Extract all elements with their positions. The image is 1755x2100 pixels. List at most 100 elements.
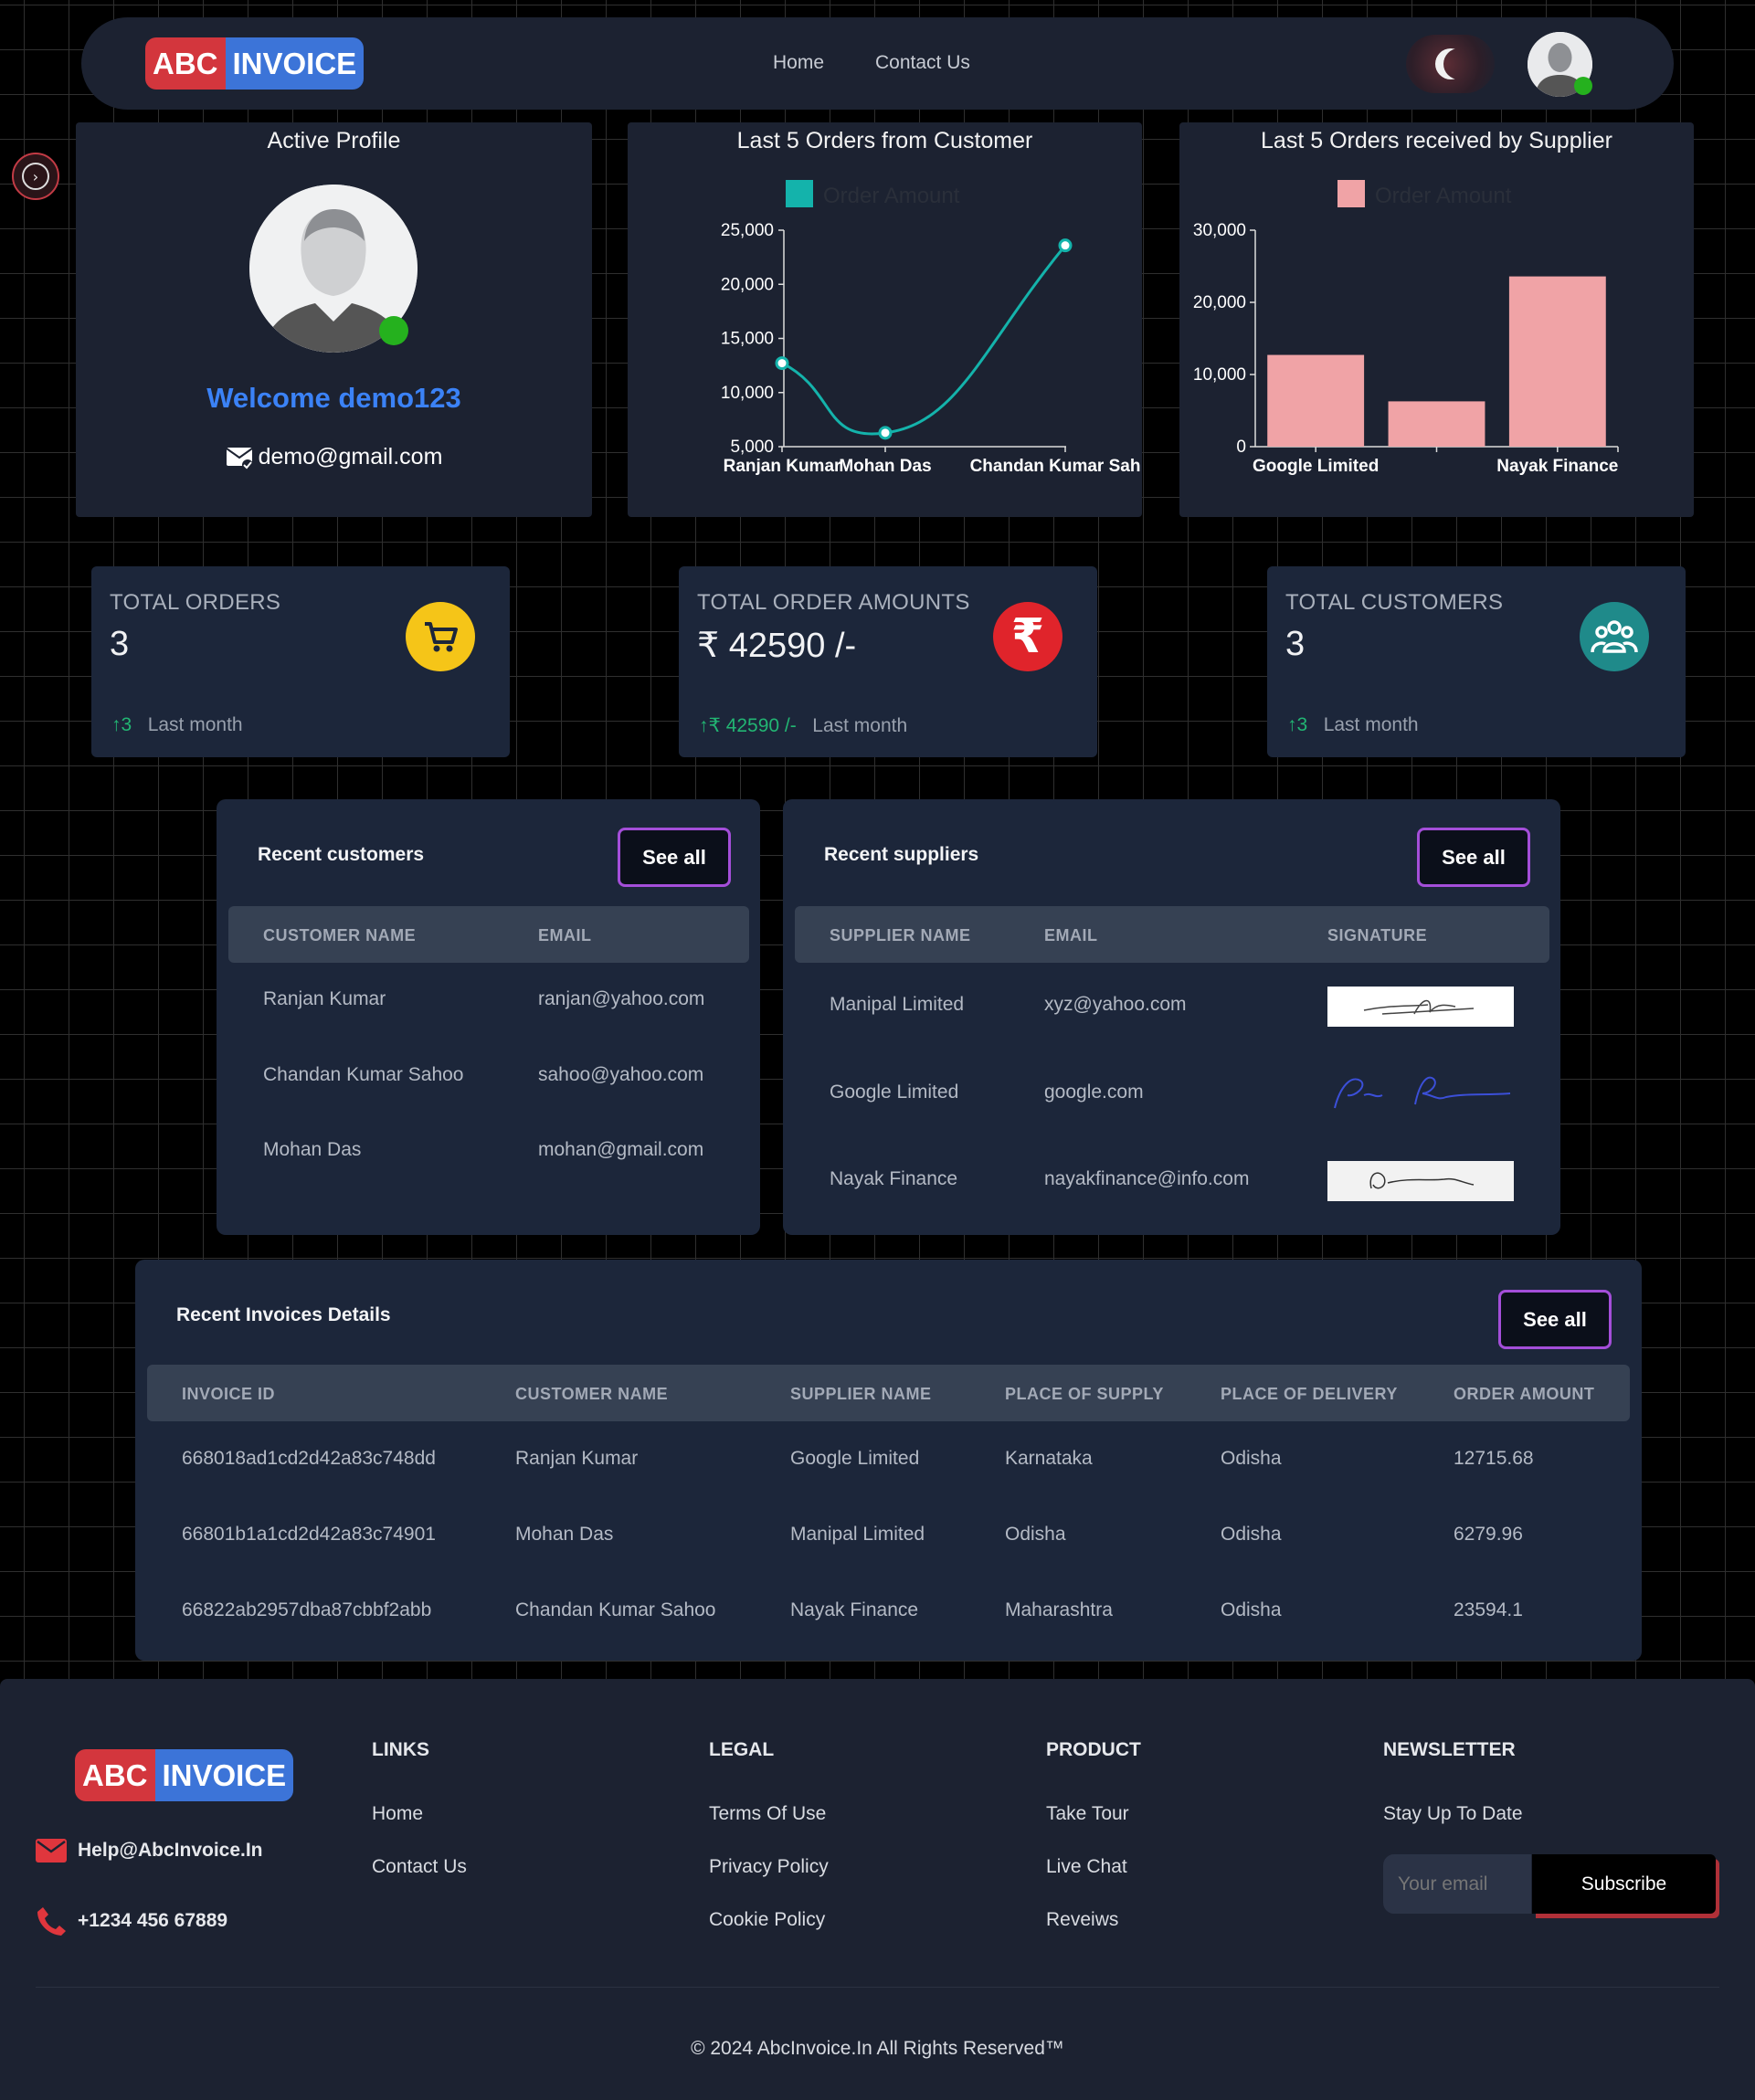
y-tick-label: 10,000 (1193, 365, 1246, 385)
customer-name-cell: Ranjan Kumar (263, 988, 386, 1009)
footer-chat-link[interactable]: Live Chat (1046, 1856, 1127, 1877)
table-header: CUSTOMER NAME EMAIL (228, 906, 749, 963)
user-avatar[interactable] (1528, 32, 1592, 97)
panel-title: Active Profile (267, 128, 401, 153)
place-of-delivery-cell: Odisha (1221, 1448, 1282, 1469)
recent-invoices-card: Recent Invoices Details See all INVOICE … (135, 1260, 1642, 1661)
stat-card-total-orders: TOTAL ORDERS 3 ↑3 Last month (91, 566, 510, 757)
brand-logo[interactable]: ABC INVOICE (145, 37, 365, 90)
trend-up-icon: ↑ (111, 714, 122, 735)
y-tick-label: 15,000 (721, 330, 774, 349)
stat-label: TOTAL CUSTOMERS (1285, 590, 1504, 615)
footer-phone-row[interactable]: +1234 456 67889 (36, 1905, 227, 1936)
column-header: PLACE OF SUPPLY (1005, 1385, 1164, 1403)
stat-period: Last month (147, 714, 243, 735)
supplier-email-cell: nayakfinance@info.com (1044, 1168, 1250, 1189)
card-title: Recent Invoices Details (176, 1304, 391, 1325)
footer-home-link[interactable]: Home (372, 1803, 424, 1824)
y-tick-label: 25,000 (721, 221, 774, 240)
x-tick-label: Ranjan Kumar (724, 457, 841, 476)
rupee-icon: ₹ (993, 602, 1063, 671)
footer-tour-link[interactable]: Take Tour (1046, 1803, 1129, 1824)
newsletter-email-input[interactable] (1383, 1854, 1531, 1914)
see-all-customers-button[interactable]: See all (618, 828, 731, 887)
see-all-suppliers-button[interactable]: See all (1417, 828, 1530, 887)
data-point (878, 426, 893, 440)
legend-swatch (1337, 180, 1365, 207)
stat-period: Last month (1323, 714, 1419, 735)
signature-image (1327, 1068, 1514, 1115)
welcome-text: Welcome demo123 (206, 382, 461, 414)
card-title: Recent suppliers (824, 844, 979, 865)
panel-title: Last 5 Orders received by Supplier (1261, 128, 1612, 153)
newsletter-text: Stay Up To Date (1383, 1803, 1523, 1824)
table-header: SUPPLIER NAME EMAIL SIGNATURE (795, 906, 1549, 963)
profile-email: demo@gmail.com (258, 444, 443, 470)
footer-cookie-link[interactable]: Cookie Policy (709, 1909, 826, 1930)
stat-period: Last month (812, 715, 908, 736)
footer-privacy-link[interactable]: Privacy Policy (709, 1856, 829, 1877)
footer-newsletter-heading: NEWSLETTER (1383, 1739, 1516, 1760)
customer-name-cell: Chandan Kumar Sahoo (263, 1064, 464, 1085)
footer-reviews-link[interactable]: Reveiws (1046, 1909, 1119, 1930)
y-tick-label: 5,000 (730, 438, 774, 457)
column-header: EMAIL (1044, 926, 1098, 944)
bar (1508, 276, 1606, 447)
customer-email-cell: ranjan@yahoo.com (538, 988, 705, 1009)
table-header: INVOICE ID CUSTOMER NAME SUPPLIER NAME P… (147, 1365, 1630, 1421)
online-status-dot (1574, 77, 1592, 95)
footer-terms-link[interactable]: Terms Of Use (709, 1803, 827, 1824)
footer-logo[interactable]: ABC INVOICE (75, 1749, 294, 1801)
bar (1267, 354, 1365, 447)
customers-icon (1580, 602, 1649, 671)
column-header: SUPPLIER NAME (790, 1385, 932, 1403)
stat-value: 3 (110, 625, 130, 663)
stat-trend: 3 (1296, 714, 1308, 735)
supplier-name-cell: Google Limited (830, 1082, 959, 1103)
invoice-id-cell: 668018ad1cd2d42a83c748dd (182, 1448, 436, 1469)
invoice-id-cell: 66801b1a1cd2d42a83c74901 (182, 1524, 436, 1545)
trend-up-icon: ↑ (1287, 714, 1297, 735)
order-amount-cell: 6279.96 (1454, 1524, 1523, 1545)
place-of-supply-cell: Karnataka (1005, 1448, 1093, 1469)
supplier-email-cell: xyz@yahoo.com (1044, 994, 1187, 1015)
place-of-delivery-cell: Odisha (1221, 1599, 1282, 1620)
footer-divider (36, 1987, 1719, 1988)
theme-toggle[interactable] (1406, 35, 1495, 93)
data-point (775, 356, 789, 371)
supplier-orders-bar-chart: Order Amount 30,000 20,000 10,000 0 Google Li… (1193, 180, 1619, 476)
supplier-name-cell: Google Limited (790, 1448, 920, 1469)
x-tick-label: Nayak Finance (1496, 457, 1618, 476)
footer-email-row[interactable]: Help@AbcInvoice.In (36, 1839, 263, 1863)
stat-value: 3 (1285, 625, 1306, 663)
column-header: CUSTOMER NAME (263, 926, 417, 944)
logo-abc: ABC (75, 1749, 155, 1801)
footer-product-heading: PRODUCT (1046, 1739, 1141, 1760)
cart-icon (406, 602, 475, 671)
nav-contact-link[interactable]: Contact Us (875, 52, 970, 73)
supplier-name-cell: Nayak Finance (830, 1168, 958, 1189)
subscribe-button[interactable]: Subscribe (1532, 1854, 1716, 1914)
see-all-invoices-button[interactable]: See all (1498, 1290, 1612, 1349)
legend-label: Order Amount (823, 184, 960, 208)
logo-invoice: INVOICE (225, 37, 365, 90)
nav-home-link[interactable]: Home (773, 52, 825, 73)
signature-image (1327, 1161, 1514, 1201)
email-verified-icon (225, 447, 253, 470)
bar (1388, 401, 1485, 447)
profile-online-dot (379, 316, 408, 345)
column-header: INVOICE ID (182, 1385, 276, 1403)
customer-name-cell: Mohan Das (263, 1139, 362, 1160)
recent-suppliers-card: Recent suppliers See all SUPPLIER NAME E… (783, 799, 1560, 1235)
x-tick-label: Mohan Das (839, 457, 931, 476)
recent-customers-card: Recent customers See all CUSTOMER NAME E… (217, 799, 760, 1235)
customer-name-cell: Chandan Kumar Sahoo (515, 1599, 716, 1620)
x-tick-label: Chandan Kumar Sah (970, 457, 1141, 476)
stat-label: TOTAL ORDER AMOUNTS (697, 590, 970, 615)
y-tick-label: 30,000 (1193, 221, 1246, 240)
footer-contact-link[interactable]: Contact Us (372, 1856, 467, 1877)
sidebar-toggle-button[interactable]: › (12, 153, 59, 200)
copyright-text: © 2024 AbcInvoice.In All Rights Reserved… (691, 2038, 1064, 2059)
supplier-name-cell: Nayak Finance (790, 1599, 919, 1620)
logo-abc: ABC (145, 37, 226, 90)
